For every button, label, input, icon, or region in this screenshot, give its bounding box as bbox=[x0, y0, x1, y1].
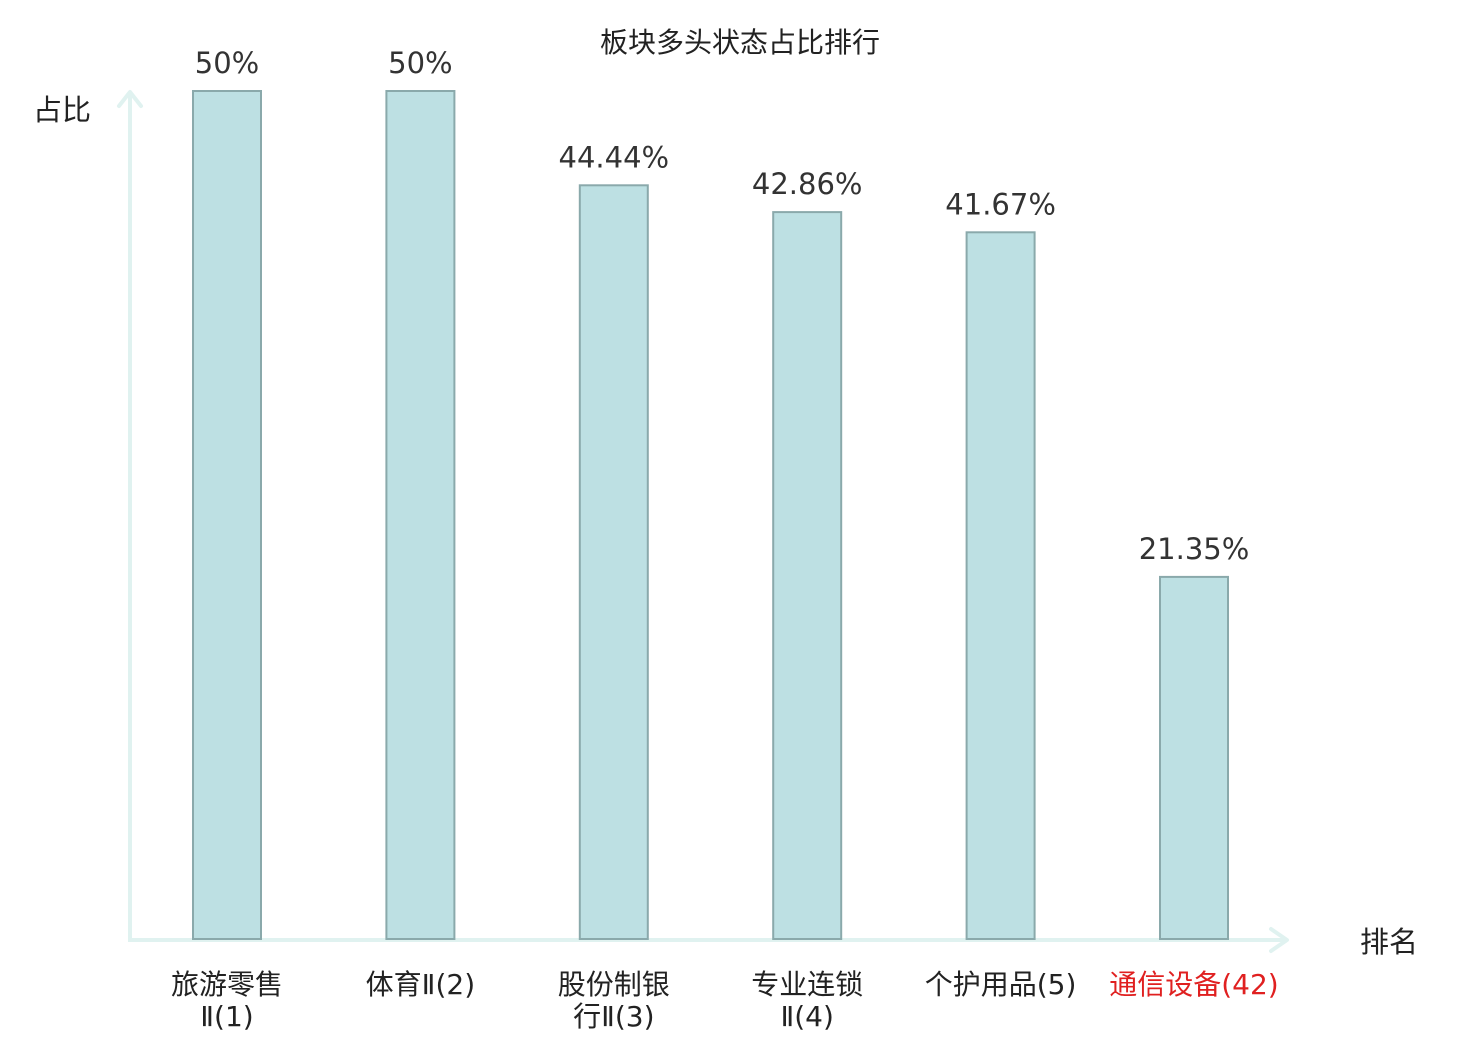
value-label: 50% bbox=[195, 46, 259, 80]
bars-group: 50% 旅游零售 Ⅱ(1) 50% 体育Ⅱ(2) 44.44% 股份制银行Ⅱ(3) 42.86… bbox=[171, 46, 1279, 1033]
value-label: 44.44% bbox=[559, 140, 670, 174]
category-label: 股份制银行Ⅱ(3) bbox=[558, 968, 670, 1033]
category-label: 专业连锁 Ⅱ(4) bbox=[751, 968, 863, 1033]
y-axis-arrowhead bbox=[117, 90, 143, 108]
category-label-line: 体育Ⅱ(2) bbox=[366, 968, 475, 1001]
bar bbox=[772, 211, 843, 941]
bar bbox=[1159, 575, 1229, 941]
value-label: 41.67% bbox=[945, 187, 1056, 221]
category-label-line: 通信设备(42) bbox=[1109, 968, 1278, 1001]
bar bbox=[965, 231, 1036, 941]
bar bbox=[192, 90, 262, 940]
category-label-line: Ⅱ(1) bbox=[200, 1000, 253, 1033]
category-label: 旅游零售 Ⅱ(1) bbox=[171, 968, 283, 1033]
x-axis-arrowhead bbox=[1269, 927, 1289, 953]
bar bbox=[578, 184, 649, 941]
value-label: 21.35% bbox=[1139, 532, 1250, 566]
category-label: 个护用品(5) bbox=[925, 968, 1077, 1001]
category-label-line: Ⅱ(4) bbox=[780, 1000, 833, 1033]
category-label: 通信设备(42) bbox=[1109, 968, 1278, 1001]
category-label-line: 股份制银 bbox=[558, 968, 670, 1001]
category-label-line: 专业连锁 bbox=[751, 968, 863, 1001]
category-label-line: 行Ⅱ(3) bbox=[573, 1000, 654, 1033]
category-label-line: 旅游零售 bbox=[171, 968, 283, 1001]
value-label: 50% bbox=[388, 46, 452, 80]
y-axis-label: 占比 bbox=[33, 93, 91, 127]
bar bbox=[385, 90, 456, 940]
value-label: 42.86% bbox=[752, 167, 863, 201]
category-label: 体育Ⅱ(2) bbox=[366, 968, 475, 1001]
category-label-line: 个护用品(5) bbox=[925, 968, 1077, 1001]
chart-title: 板块多头状态占比排行 bbox=[600, 26, 880, 59]
x-axis-label: 排名 bbox=[1360, 925, 1418, 959]
